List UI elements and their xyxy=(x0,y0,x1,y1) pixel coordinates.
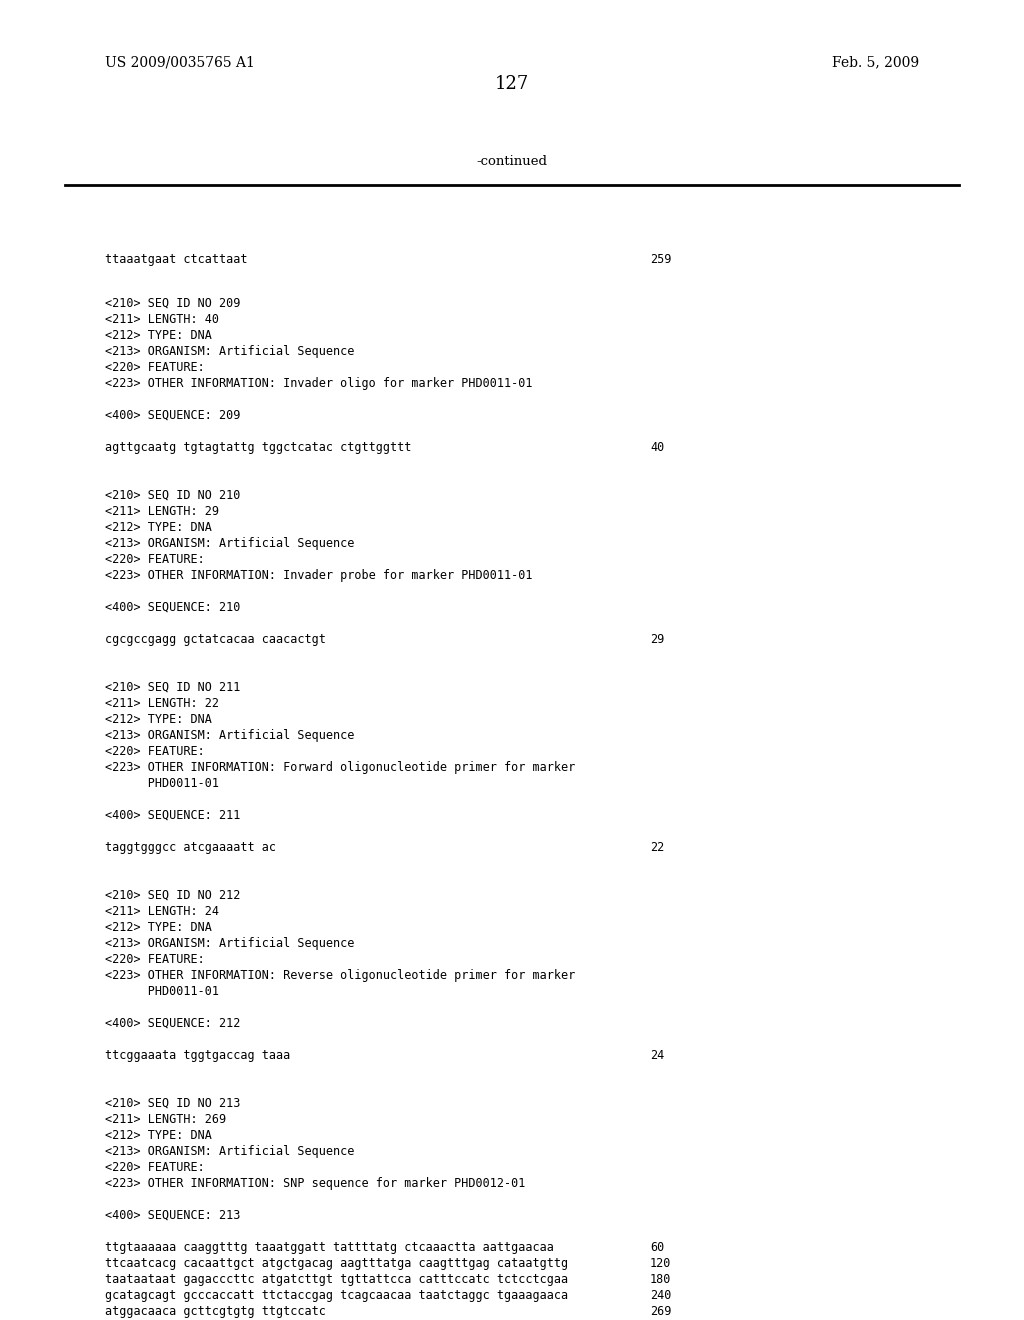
Text: 22: 22 xyxy=(650,841,665,854)
Text: 269: 269 xyxy=(650,1305,672,1317)
Text: Feb. 5, 2009: Feb. 5, 2009 xyxy=(831,55,919,69)
Text: PHD0011-01: PHD0011-01 xyxy=(105,777,219,789)
Text: <212> TYPE: DNA: <212> TYPE: DNA xyxy=(105,1129,212,1142)
Text: <211> LENGTH: 40: <211> LENGTH: 40 xyxy=(105,313,219,326)
Text: <213> ORGANISM: Artificial Sequence: <213> ORGANISM: Artificial Sequence xyxy=(105,1144,354,1158)
Text: <211> LENGTH: 269: <211> LENGTH: 269 xyxy=(105,1113,226,1126)
Text: <210> SEQ ID NO 213: <210> SEQ ID NO 213 xyxy=(105,1097,241,1110)
Text: ttaaatgaat ctcattaat: ttaaatgaat ctcattaat xyxy=(105,253,248,267)
Text: 120: 120 xyxy=(650,1257,672,1270)
Text: <400> SEQUENCE: 210: <400> SEQUENCE: 210 xyxy=(105,601,241,614)
Text: <210> SEQ ID NO 209: <210> SEQ ID NO 209 xyxy=(105,297,241,310)
Text: <223> OTHER INFORMATION: Invader oligo for marker PHD0011-01: <223> OTHER INFORMATION: Invader oligo f… xyxy=(105,378,532,389)
Text: 127: 127 xyxy=(495,75,529,92)
Text: <213> ORGANISM: Artificial Sequence: <213> ORGANISM: Artificial Sequence xyxy=(105,937,354,950)
Text: <400> SEQUENCE: 211: <400> SEQUENCE: 211 xyxy=(105,809,241,822)
Text: 240: 240 xyxy=(650,1290,672,1302)
Text: <220> FEATURE:: <220> FEATURE: xyxy=(105,1162,205,1173)
Text: <220> FEATURE:: <220> FEATURE: xyxy=(105,553,205,566)
Text: <400> SEQUENCE: 213: <400> SEQUENCE: 213 xyxy=(105,1209,241,1222)
Text: 29: 29 xyxy=(650,634,665,645)
Text: atggacaaca gcttcgtgtg ttgtccatc: atggacaaca gcttcgtgtg ttgtccatc xyxy=(105,1305,326,1317)
Text: <223> OTHER INFORMATION: Forward oligonucleotide primer for marker: <223> OTHER INFORMATION: Forward oligonu… xyxy=(105,762,575,774)
Text: 259: 259 xyxy=(650,253,672,267)
Text: <213> ORGANISM: Artificial Sequence: <213> ORGANISM: Artificial Sequence xyxy=(105,729,354,742)
Text: <220> FEATURE:: <220> FEATURE: xyxy=(105,360,205,374)
Text: taataataat gagacccttc atgatcttgt tgttattcca catttccatc tctcctcgaa: taataataat gagacccttc atgatcttgt tgttatt… xyxy=(105,1272,568,1286)
Text: <213> ORGANISM: Artificial Sequence: <213> ORGANISM: Artificial Sequence xyxy=(105,537,354,550)
Text: <220> FEATURE:: <220> FEATURE: xyxy=(105,953,205,966)
Text: ttcggaaata tggtgaccag taaa: ttcggaaata tggtgaccag taaa xyxy=(105,1049,290,1063)
Text: <210> SEQ ID NO 211: <210> SEQ ID NO 211 xyxy=(105,681,241,694)
Text: <211> LENGTH: 29: <211> LENGTH: 29 xyxy=(105,506,219,517)
Text: PHD0011-01: PHD0011-01 xyxy=(105,985,219,998)
Text: <400> SEQUENCE: 209: <400> SEQUENCE: 209 xyxy=(105,409,241,422)
Text: <400> SEQUENCE: 212: <400> SEQUENCE: 212 xyxy=(105,1016,241,1030)
Text: <211> LENGTH: 22: <211> LENGTH: 22 xyxy=(105,697,219,710)
Text: taggtgggcc atcgaaaatt ac: taggtgggcc atcgaaaatt ac xyxy=(105,841,276,854)
Text: 180: 180 xyxy=(650,1272,672,1286)
Text: gcatagcagt gcccaccatt ttctaccgag tcagcaacaa taatctaggc tgaaagaaca: gcatagcagt gcccaccatt ttctaccgag tcagcaa… xyxy=(105,1290,568,1302)
Text: <223> OTHER INFORMATION: Invader probe for marker PHD0011-01: <223> OTHER INFORMATION: Invader probe f… xyxy=(105,569,532,582)
Text: <210> SEQ ID NO 210: <210> SEQ ID NO 210 xyxy=(105,488,241,502)
Text: <223> OTHER INFORMATION: SNP sequence for marker PHD0012-01: <223> OTHER INFORMATION: SNP sequence fo… xyxy=(105,1177,525,1191)
Text: agttgcaatg tgtagtattg tggctcatac ctgttggttt: agttgcaatg tgtagtattg tggctcatac ctgttgg… xyxy=(105,441,412,454)
Text: ttcaatcacg cacaattgct atgctgacag aagtttatga caagtttgag cataatgttg: ttcaatcacg cacaattgct atgctgacag aagttta… xyxy=(105,1257,568,1270)
Text: <210> SEQ ID NO 212: <210> SEQ ID NO 212 xyxy=(105,888,241,902)
Text: <223> OTHER INFORMATION: Reverse oligonucleotide primer for marker: <223> OTHER INFORMATION: Reverse oligonu… xyxy=(105,969,575,982)
Text: <220> FEATURE:: <220> FEATURE: xyxy=(105,744,205,758)
Text: -continued: -continued xyxy=(476,154,548,168)
Text: <212> TYPE: DNA: <212> TYPE: DNA xyxy=(105,921,212,935)
Text: <212> TYPE: DNA: <212> TYPE: DNA xyxy=(105,521,212,535)
Text: <212> TYPE: DNA: <212> TYPE: DNA xyxy=(105,329,212,342)
Text: US 2009/0035765 A1: US 2009/0035765 A1 xyxy=(105,55,255,69)
Text: <211> LENGTH: 24: <211> LENGTH: 24 xyxy=(105,906,219,917)
Text: 40: 40 xyxy=(650,441,665,454)
Text: 60: 60 xyxy=(650,1241,665,1254)
Text: cgcgccgagg gctatcacaa caacactgt: cgcgccgagg gctatcacaa caacactgt xyxy=(105,634,326,645)
Text: <213> ORGANISM: Artificial Sequence: <213> ORGANISM: Artificial Sequence xyxy=(105,345,354,358)
Text: <212> TYPE: DNA: <212> TYPE: DNA xyxy=(105,713,212,726)
Text: ttgtaaaaaa caaggtttg taaatggatt tattttatg ctcaaactta aattgaacaa: ttgtaaaaaa caaggtttg taaatggatt tattttat… xyxy=(105,1241,554,1254)
Text: 24: 24 xyxy=(650,1049,665,1063)
